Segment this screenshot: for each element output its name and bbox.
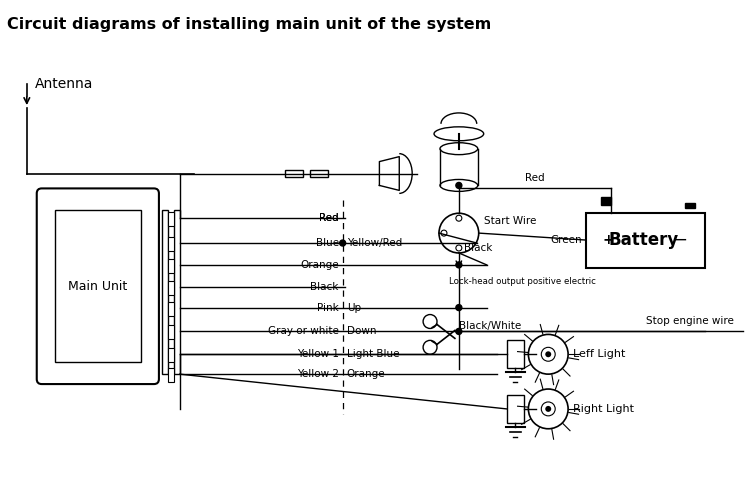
Text: Yellow 2: Yellow 2 <box>297 369 339 379</box>
Text: Black: Black <box>464 243 492 253</box>
Circle shape <box>456 262 462 268</box>
Bar <box>54 210 141 362</box>
Bar <box>168 212 174 226</box>
Text: Pink: Pink <box>317 303 339 312</box>
Text: Battery: Battery <box>609 231 679 249</box>
Bar <box>310 170 328 178</box>
Text: Orange: Orange <box>300 260 339 270</box>
Text: Light Blue: Light Blue <box>347 349 399 359</box>
Bar <box>168 302 174 315</box>
Text: Black/White: Black/White <box>459 321 521 331</box>
Text: Start Wire: Start Wire <box>484 216 536 226</box>
Ellipse shape <box>440 180 478 191</box>
Text: Blue: Blue <box>316 238 339 248</box>
Circle shape <box>441 230 447 236</box>
Bar <box>285 170 303 178</box>
Text: +: + <box>602 233 614 247</box>
Text: Gray or white: Gray or white <box>268 326 339 336</box>
Text: −: − <box>673 231 687 249</box>
Text: Green: Green <box>550 235 582 245</box>
Text: Main Unit: Main Unit <box>68 280 128 293</box>
Text: Red: Red <box>525 174 544 184</box>
Bar <box>168 237 174 251</box>
Text: Red: Red <box>319 213 339 223</box>
Bar <box>168 368 174 382</box>
Bar <box>686 203 695 208</box>
Text: Antenna: Antenna <box>35 77 93 91</box>
Bar <box>586 213 705 268</box>
Bar <box>507 340 525 368</box>
Circle shape <box>456 183 462 188</box>
Circle shape <box>545 351 551 357</box>
Text: Lock-head output positive electric: Lock-head output positive electric <box>449 277 596 286</box>
Text: Leff Light: Leff Light <box>573 349 625 359</box>
Bar <box>168 259 174 273</box>
Bar <box>168 325 174 339</box>
Circle shape <box>545 406 551 412</box>
Ellipse shape <box>440 143 478 155</box>
Circle shape <box>456 245 462 251</box>
Text: Down: Down <box>347 326 376 336</box>
Polygon shape <box>380 157 399 190</box>
Text: Stop engine wire: Stop engine wire <box>646 316 733 326</box>
Text: Circuit diagrams of installing main unit of the system: Circuit diagrams of installing main unit… <box>7 16 492 32</box>
Circle shape <box>456 305 462 310</box>
Bar <box>168 348 174 362</box>
Bar <box>507 395 525 423</box>
Text: Black: Black <box>310 282 339 292</box>
Text: Red: Red <box>319 213 339 223</box>
Text: Up: Up <box>347 303 361 312</box>
Text: Right Light: Right Light <box>573 404 634 414</box>
Text: Yellow 1: Yellow 1 <box>297 349 339 359</box>
Circle shape <box>340 240 346 246</box>
Bar <box>174 210 180 374</box>
Bar <box>168 281 174 295</box>
Bar <box>162 210 168 374</box>
Text: Orange: Orange <box>347 369 385 379</box>
Circle shape <box>456 328 462 334</box>
FancyBboxPatch shape <box>37 188 159 384</box>
Circle shape <box>456 215 462 221</box>
Bar <box>601 197 611 205</box>
Circle shape <box>541 347 555 361</box>
Text: Yellow/Red: Yellow/Red <box>347 238 402 248</box>
Ellipse shape <box>434 127 484 141</box>
Circle shape <box>541 402 555 416</box>
